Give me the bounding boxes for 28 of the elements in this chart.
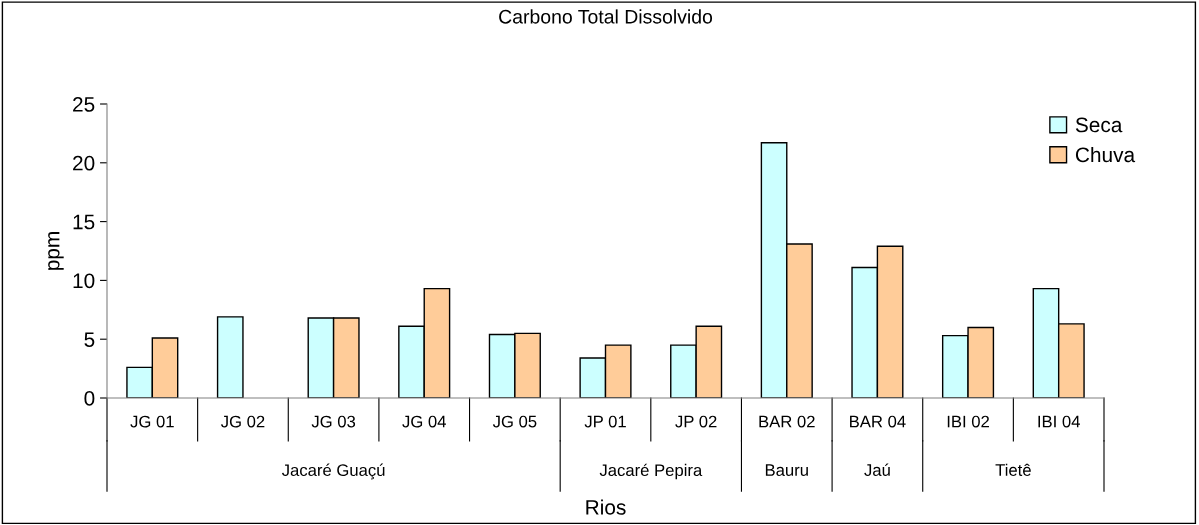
x-tick-label: IBI 02	[947, 415, 989, 428]
x-tick-label: BAR 04	[850, 415, 906, 428]
y-tick-label: 10	[73, 273, 95, 289]
text: Jacaré Pepira	[599, 463, 703, 480]
x-tick-label: IBI 04	[1038, 415, 1080, 428]
chart-title: Carbono Total Dissolvido	[499, 9, 713, 24]
y-tick-label: 5	[84, 332, 95, 347]
text: Jacaré Guaçú	[281, 463, 385, 480]
legend-label: Seca	[1075, 117, 1123, 133]
y-axis-title: ppm	[48, 232, 64, 270]
y-tick-label: 15	[73, 214, 95, 230]
y-tick-label: 25	[73, 97, 95, 112]
x-tick-label: JP 02	[675, 415, 717, 428]
x-tick-label: JG 04	[402, 415, 446, 428]
x-tick-label: JG 03	[311, 415, 356, 428]
legend-label: Chuva	[1075, 146, 1136, 163]
x-tick-label: BAR 02	[759, 415, 815, 428]
x-tick-label: JG 05	[492, 415, 537, 428]
text: Tietê	[995, 463, 1031, 476]
x-tick-label: JG 02	[220, 415, 265, 428]
text: Jaú	[864, 463, 890, 476]
bar	[216, 316, 244, 398]
y-tick-label: 20	[73, 155, 95, 171]
x-tick-label: JG 01	[130, 415, 174, 428]
text: Bauru	[765, 464, 808, 476]
y-tick-label: 0	[84, 391, 95, 406]
x-tick-label: JP 01	[584, 415, 626, 428]
x-axis-title: Rios	[586, 499, 626, 515]
